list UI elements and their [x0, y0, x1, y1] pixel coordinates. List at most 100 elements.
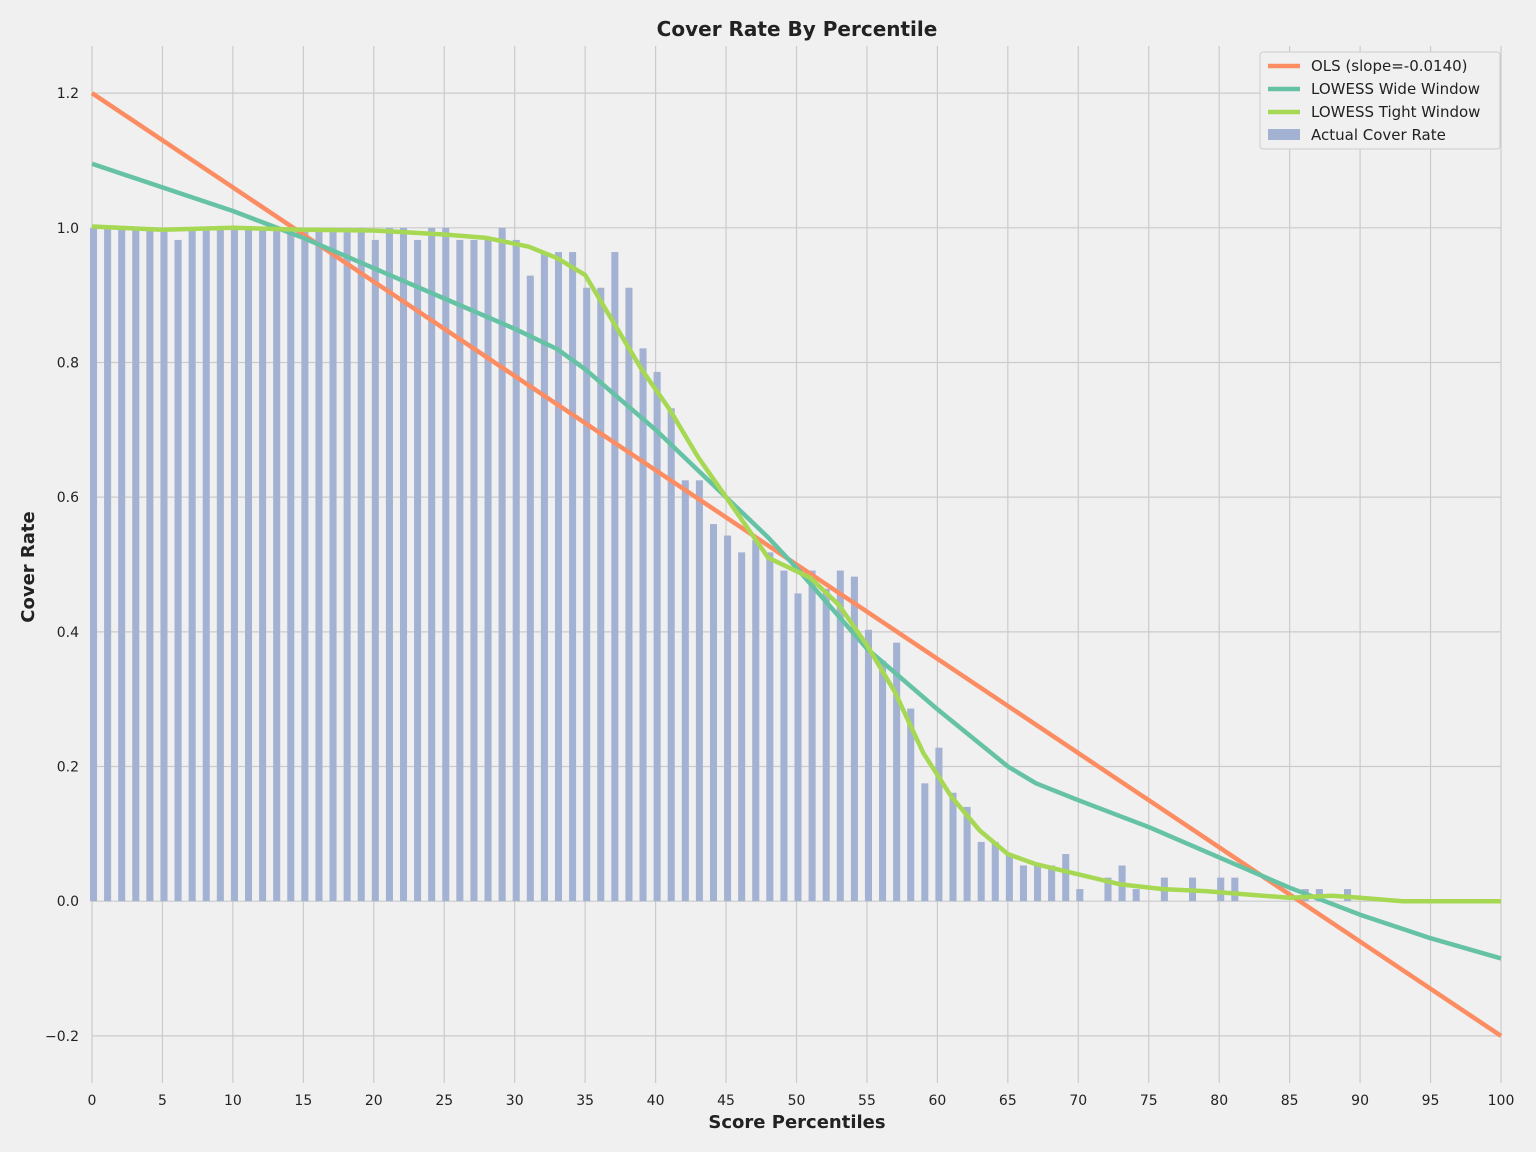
bar: [879, 660, 887, 902]
x-tick-label: 25: [435, 1093, 453, 1109]
x-tick-label: 95: [1422, 1093, 1440, 1109]
x-tick-label: 70: [1069, 1093, 1087, 1109]
bar: [780, 570, 788, 902]
bar: [118, 227, 126, 902]
bar: [1217, 877, 1225, 902]
bar: [907, 708, 915, 902]
bar: [259, 227, 267, 902]
bar: [1034, 865, 1042, 902]
bar: [188, 227, 196, 902]
legend-actual-swatch: [1268, 129, 1300, 140]
bar: [991, 841, 999, 902]
bar: [1005, 854, 1013, 902]
bar: [526, 275, 534, 902]
bar: [738, 552, 746, 902]
bar: [315, 227, 323, 902]
x-tick-label: 40: [647, 1093, 665, 1109]
bar: [470, 239, 478, 902]
bar-layer: [90, 227, 1352, 902]
bar: [977, 841, 985, 902]
bar: [681, 480, 689, 902]
bar: [794, 593, 802, 902]
legend-actual-label: Actual Cover Rate: [1311, 126, 1446, 144]
bar: [301, 227, 309, 902]
bar: [273, 227, 281, 902]
bar: [639, 348, 647, 902]
x-tick-label: 80: [1210, 1093, 1228, 1109]
bar: [90, 227, 98, 902]
y-tick-label: 0.0: [57, 894, 79, 910]
x-tick-label: 50: [788, 1093, 806, 1109]
bar: [1132, 889, 1140, 902]
bar: [752, 540, 760, 902]
bar: [597, 287, 605, 902]
bar: [442, 227, 450, 902]
y-tick-label: 0.8: [57, 355, 79, 371]
legend-lowess-tight-label: LOWESS Tight Window: [1311, 103, 1480, 121]
legend-ols-label: OLS (slope=-0.0140): [1311, 57, 1468, 75]
bar: [836, 570, 844, 902]
line-layer: [90, 91, 1503, 1038]
chart-title: Cover Rate By Percentile: [657, 17, 938, 41]
bar: [160, 227, 168, 902]
y-axis-label: Cover Rate: [18, 511, 39, 622]
x-tick-label: 0: [88, 1093, 97, 1109]
bar: [456, 239, 464, 902]
bar: [244, 227, 253, 902]
series-line: [91, 224, 1501, 904]
bar: [1231, 877, 1239, 902]
bar: [1019, 865, 1027, 902]
bar: [808, 570, 816, 902]
bar: [766, 552, 774, 902]
x-tick-label: 30: [506, 1093, 524, 1109]
bar: [864, 629, 872, 902]
x-tick-label: 85: [1281, 1093, 1299, 1109]
bar: [540, 252, 548, 902]
bar: [230, 227, 238, 902]
bar: [695, 480, 703, 902]
x-axis-label: Score Percentiles: [708, 1112, 885, 1133]
y-tick-label: 0.4: [57, 625, 79, 641]
y-tick-label: 0.2: [57, 760, 79, 776]
bar: [583, 287, 591, 902]
x-tick-label: 60: [928, 1093, 946, 1109]
bar: [287, 227, 295, 902]
bar: [1048, 865, 1056, 902]
bar: [893, 642, 901, 902]
bar: [132, 227, 140, 902]
bar: [625, 287, 633, 902]
bar: [554, 252, 563, 902]
legend-lowess-wide-label: LOWESS Wide Window: [1311, 80, 1480, 98]
x-tick-label: 55: [858, 1093, 876, 1109]
bar: [202, 227, 210, 902]
series-line: [91, 161, 1502, 961]
y-tick-label: −0.2: [45, 1029, 79, 1045]
bar: [216, 227, 224, 902]
bar: [921, 783, 929, 902]
bar: [1062, 854, 1070, 902]
bar: [329, 227, 337, 902]
x-tick-label: 35: [576, 1093, 594, 1109]
bar: [611, 252, 619, 902]
bar: [512, 239, 520, 902]
bar: [653, 371, 661, 902]
bar: [709, 524, 718, 902]
legend-box: [1259, 51, 1501, 150]
bar: [949, 792, 957, 902]
x-tick-label: 65: [999, 1093, 1017, 1109]
bar: [822, 588, 830, 902]
x-tick-label: 100: [1488, 1093, 1515, 1109]
x-tick-label: 10: [224, 1093, 242, 1109]
bar: [1076, 889, 1084, 902]
bar: [146, 227, 154, 902]
x-tick-label: 75: [1140, 1093, 1158, 1109]
bar: [850, 576, 858, 902]
bar: [371, 239, 379, 902]
bar: [104, 227, 112, 902]
bar: [963, 806, 971, 902]
bar: [498, 227, 506, 902]
y-tick-label: 1.0: [57, 221, 79, 237]
y-tick-label: 0.6: [57, 490, 79, 506]
